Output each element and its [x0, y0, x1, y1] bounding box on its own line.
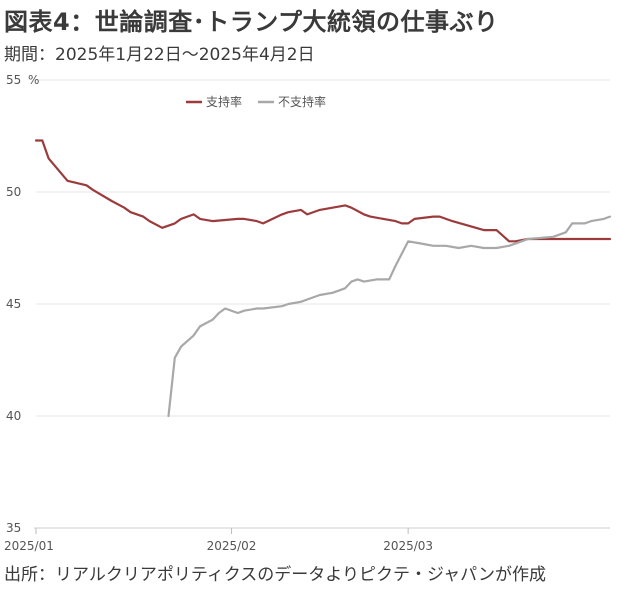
- legend-label: 不支持率: [278, 94, 326, 109]
- chart-subtitle: 期間：2025年1月22日～2025年4月2日: [4, 45, 315, 65]
- x-tick-label: 2025/02: [207, 539, 257, 553]
- legend: 支持率 不支持率: [186, 94, 326, 109]
- y-tick-label: 35: [6, 521, 21, 535]
- tick-labels: 35 40 45 50 55 % 2025/01 2025/02 2025/03: [4, 73, 433, 553]
- x-tick-label: 2025/01: [4, 539, 54, 553]
- chart-title: 図表4：世論調査･トランプ大統領の仕事ぶり: [4, 8, 499, 36]
- series-line-disapprove: [167, 215, 612, 418]
- source-note: 出所：リアルクリアポリティクスのデータよりピクテ・ジャパンが作成: [4, 565, 546, 585]
- gridlines: [36, 79, 610, 417]
- y-tick-label: 50: [6, 185, 21, 199]
- y-unit-label: %: [28, 73, 39, 87]
- series-lines: [34, 139, 612, 418]
- axis: [34, 527, 610, 534]
- y-tick-label: 45: [6, 297, 21, 311]
- legend-label: 支持率: [206, 94, 242, 109]
- y-tick-label: 40: [6, 409, 21, 423]
- x-tick-label: 2025/03: [383, 539, 433, 553]
- series-line-approve: [34, 139, 612, 243]
- y-tick-label: 55: [6, 73, 21, 87]
